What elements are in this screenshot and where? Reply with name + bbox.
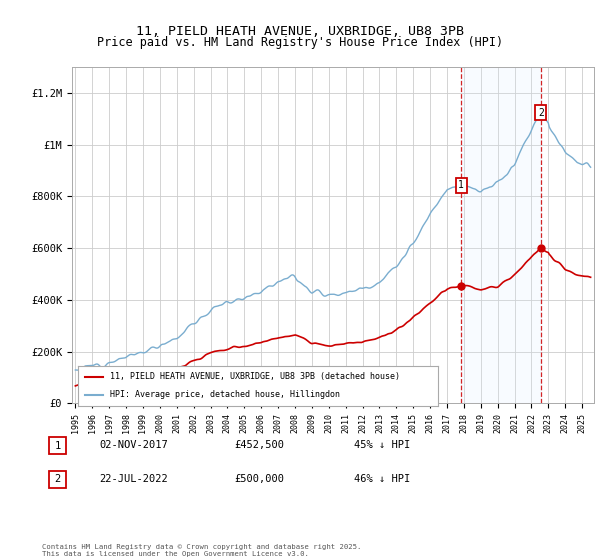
Text: £452,500: £452,500 — [234, 440, 284, 450]
Text: Price paid vs. HM Land Registry's House Price Index (HPI): Price paid vs. HM Land Registry's House … — [97, 36, 503, 49]
Text: 45% ↓ HPI: 45% ↓ HPI — [354, 440, 410, 450]
Text: 11, PIELD HEATH AVENUE, UXBRIDGE, UB8 3PB (detached house): 11, PIELD HEATH AVENUE, UXBRIDGE, UB8 3P… — [110, 372, 400, 381]
FancyBboxPatch shape — [49, 471, 66, 488]
Text: 11, PIELD HEATH AVENUE, UXBRIDGE, UB8 3PB: 11, PIELD HEATH AVENUE, UXBRIDGE, UB8 3P… — [136, 25, 464, 38]
Text: 1: 1 — [458, 180, 464, 190]
Text: £500,000: £500,000 — [234, 474, 284, 484]
Text: 22-JUL-2022: 22-JUL-2022 — [99, 474, 168, 484]
Text: Contains HM Land Registry data © Crown copyright and database right 2025.
This d: Contains HM Land Registry data © Crown c… — [42, 544, 361, 557]
Text: HPI: Average price, detached house, Hillingdon: HPI: Average price, detached house, Hill… — [110, 390, 340, 399]
Text: 46% ↓ HPI: 46% ↓ HPI — [354, 474, 410, 484]
Text: 02-NOV-2017: 02-NOV-2017 — [99, 440, 168, 450]
Bar — [461, 67, 541, 403]
Text: 2: 2 — [538, 108, 544, 118]
FancyBboxPatch shape — [49, 437, 66, 454]
Text: 2: 2 — [55, 474, 61, 484]
Text: 1: 1 — [55, 441, 61, 451]
